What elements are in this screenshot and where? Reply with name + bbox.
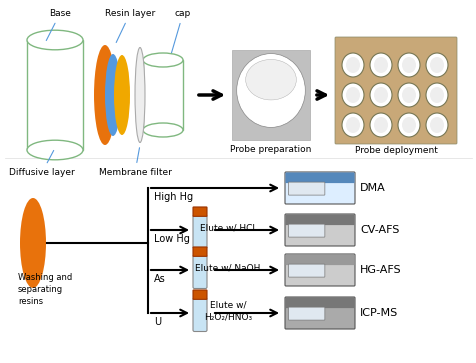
FancyBboxPatch shape [193, 207, 207, 216]
Text: Membrane filter: Membrane filter [99, 148, 171, 177]
Ellipse shape [401, 87, 415, 103]
FancyBboxPatch shape [193, 215, 207, 249]
Bar [231, 50, 309, 140]
Text: Elute w/ HCl: Elute w/ HCl [200, 224, 255, 232]
Text: As: As [154, 274, 165, 284]
Text: HG-AFS: HG-AFS [359, 265, 401, 275]
Ellipse shape [114, 55, 130, 135]
Text: Washing and
separating
resins: Washing and separating resins [18, 273, 72, 306]
Ellipse shape [369, 53, 391, 77]
Ellipse shape [425, 113, 447, 137]
Text: Elute w/
H₂O₂/HNO₃: Elute w/ H₂O₂/HNO₃ [204, 301, 251, 321]
Text: Elute w/ NaOH: Elute w/ NaOH [195, 264, 260, 273]
Ellipse shape [345, 117, 359, 133]
Ellipse shape [401, 117, 415, 133]
Ellipse shape [429, 117, 443, 133]
Text: Low Hg: Low Hg [154, 234, 189, 244]
Text: U: U [154, 317, 161, 327]
Ellipse shape [27, 30, 83, 50]
Ellipse shape [27, 140, 83, 160]
Ellipse shape [143, 123, 183, 137]
Ellipse shape [236, 54, 305, 127]
Text: Probe deployment: Probe deployment [354, 146, 436, 155]
FancyBboxPatch shape [334, 37, 456, 144]
Ellipse shape [397, 83, 419, 107]
Text: High Hg: High Hg [154, 192, 193, 202]
Text: Diffusive layer: Diffusive layer [9, 150, 75, 177]
FancyBboxPatch shape [285, 254, 354, 265]
FancyBboxPatch shape [288, 307, 324, 320]
Text: Probe preparation: Probe preparation [230, 145, 311, 154]
FancyBboxPatch shape [193, 298, 207, 331]
Ellipse shape [369, 113, 391, 137]
Bar [143, 60, 183, 130]
Ellipse shape [143, 53, 183, 67]
FancyBboxPatch shape [284, 254, 354, 286]
Ellipse shape [341, 53, 363, 77]
Bar [27, 40, 83, 150]
FancyBboxPatch shape [284, 297, 354, 329]
FancyBboxPatch shape [288, 224, 324, 237]
FancyBboxPatch shape [288, 182, 324, 195]
Ellipse shape [397, 53, 419, 77]
Ellipse shape [369, 83, 391, 107]
Ellipse shape [341, 83, 363, 107]
Ellipse shape [345, 57, 359, 73]
Ellipse shape [94, 45, 116, 145]
FancyBboxPatch shape [193, 247, 207, 256]
Ellipse shape [245, 60, 296, 100]
Text: DMA: DMA [359, 183, 385, 193]
Ellipse shape [135, 48, 145, 143]
Ellipse shape [341, 113, 363, 137]
Ellipse shape [373, 117, 387, 133]
FancyBboxPatch shape [284, 172, 354, 204]
Ellipse shape [429, 57, 443, 73]
FancyBboxPatch shape [285, 298, 354, 308]
Text: Resin layer: Resin layer [105, 9, 155, 42]
Ellipse shape [397, 113, 419, 137]
Ellipse shape [429, 87, 443, 103]
Ellipse shape [425, 83, 447, 107]
FancyBboxPatch shape [285, 215, 354, 225]
Ellipse shape [373, 87, 387, 103]
Ellipse shape [373, 57, 387, 73]
Text: Base: Base [46, 9, 71, 41]
FancyBboxPatch shape [193, 255, 207, 289]
Text: cap: cap [170, 9, 191, 55]
FancyBboxPatch shape [285, 172, 354, 183]
FancyBboxPatch shape [193, 290, 207, 299]
FancyBboxPatch shape [288, 264, 324, 277]
Ellipse shape [20, 198, 46, 288]
FancyBboxPatch shape [284, 214, 354, 246]
Ellipse shape [105, 54, 121, 136]
Text: ICP-MS: ICP-MS [359, 308, 397, 318]
Ellipse shape [425, 53, 447, 77]
Ellipse shape [345, 87, 359, 103]
Text: CV-AFS: CV-AFS [359, 225, 398, 235]
Ellipse shape [401, 57, 415, 73]
